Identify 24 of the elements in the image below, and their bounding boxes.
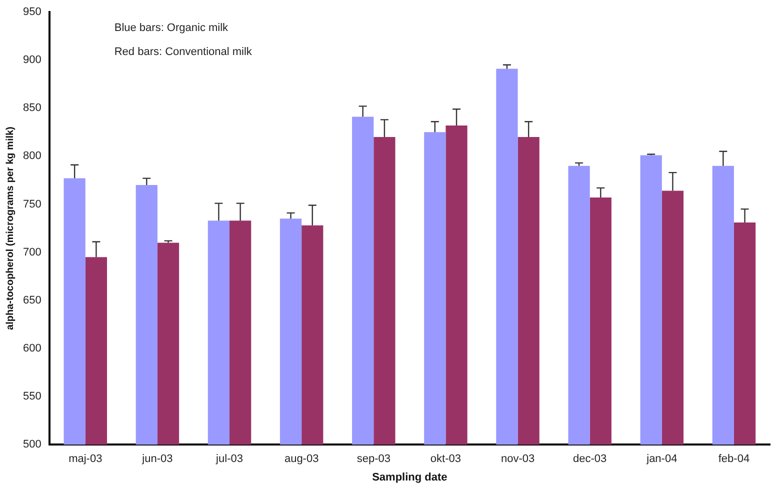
y-tick-label: 950 xyxy=(22,6,42,18)
x-tick-label: feb-04 xyxy=(718,453,750,466)
x-tick-label: aug-03 xyxy=(284,453,319,466)
y-tick-label: 550 xyxy=(22,390,42,403)
x-tick-label: jun-03 xyxy=(141,453,173,466)
y-axis-title: alpha-tocopherol (micrograms per kg milk) xyxy=(4,126,16,330)
y-tick-label: 600 xyxy=(22,342,42,354)
x-tick-label: jul-03 xyxy=(215,453,243,466)
y-tick-label: 900 xyxy=(22,54,42,66)
x-tick-label: sep-03 xyxy=(356,453,390,466)
y-tick-label: 500 xyxy=(22,438,42,451)
x-tick-label: okt-03 xyxy=(430,453,461,466)
annotation: Red bars: Conventional milk xyxy=(114,46,252,58)
x-tick-label: nov-03 xyxy=(500,453,535,466)
x-tick-label: jan-04 xyxy=(646,453,678,466)
y-tick-label: 750 xyxy=(22,198,42,210)
y-tick-label: 650 xyxy=(22,294,42,306)
x-axis-title: Sampling date xyxy=(372,471,448,484)
y-tick-label: 800 xyxy=(22,150,42,162)
y-tick-label: 850 xyxy=(22,102,42,114)
x-tick-label: maj-03 xyxy=(68,453,102,466)
y-tick-label: 700 xyxy=(22,246,42,258)
x-tick-label: dec-03 xyxy=(573,453,607,466)
annotation: Blue bars: Organic milk xyxy=(114,22,229,34)
